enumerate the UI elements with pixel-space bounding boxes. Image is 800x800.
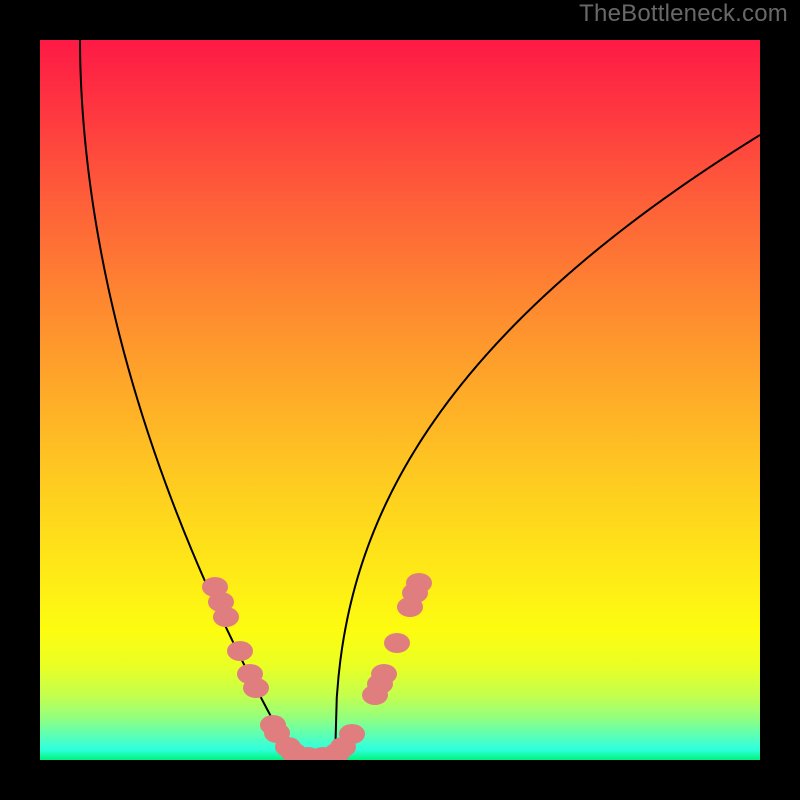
marker-left-5	[243, 678, 269, 698]
marker-right-3	[371, 664, 397, 684]
marker-left-3	[227, 641, 253, 661]
watermark-label: TheBottleneck.com	[579, 0, 788, 28]
marker-left-2	[213, 607, 239, 627]
marker-valley-5	[330, 737, 356, 757]
plot-area	[40, 40, 760, 760]
marker-right-4	[384, 633, 410, 653]
chart-frame: TheBottleneck.com	[0, 0, 800, 800]
chart-svg	[40, 40, 760, 760]
marker-right-7	[406, 573, 432, 593]
